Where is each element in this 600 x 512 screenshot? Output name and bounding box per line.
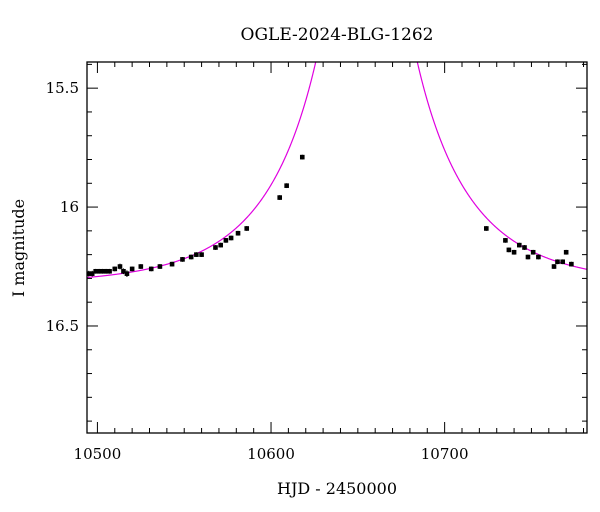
data-point xyxy=(194,252,199,257)
data-point xyxy=(89,271,95,276)
data-point xyxy=(96,268,102,274)
data-point xyxy=(522,245,527,250)
data-point xyxy=(228,235,234,241)
data-point xyxy=(103,268,109,274)
data-point xyxy=(117,264,123,269)
data-point xyxy=(157,264,163,269)
data-point xyxy=(569,261,574,267)
data-point xyxy=(213,245,218,250)
data-point xyxy=(555,259,560,265)
data-point xyxy=(223,238,229,243)
data-point xyxy=(100,268,105,274)
x-axis-label: HJD - 2450000 xyxy=(277,479,397,498)
y-tick-label: 16 xyxy=(60,198,79,216)
chart-title: OGLE-2024-BLG-1262 xyxy=(241,25,434,45)
y-axis-label: I magnitude xyxy=(9,199,28,297)
y-tick-label: 15.5 xyxy=(46,79,79,97)
data-point xyxy=(511,249,517,255)
data-point xyxy=(563,249,569,255)
data-point xyxy=(277,195,283,200)
data-point xyxy=(129,266,135,272)
x-tick-label: 10500 xyxy=(74,445,122,463)
data-point xyxy=(124,271,130,276)
data-point xyxy=(148,266,154,272)
data-point xyxy=(551,264,557,269)
data-point xyxy=(93,268,98,274)
data-point xyxy=(121,268,126,274)
data-point xyxy=(199,252,204,257)
data-point xyxy=(516,242,522,248)
data-point xyxy=(244,226,250,231)
data-point xyxy=(530,249,536,255)
data-point xyxy=(284,183,289,188)
data-point xyxy=(506,247,512,253)
plot-area xyxy=(87,62,587,279)
data-point xyxy=(138,264,144,269)
axis-ticks: 10500 10600 10700 15.5 16 16.5 xyxy=(46,62,587,463)
data-point xyxy=(503,238,508,243)
data-point xyxy=(525,254,531,260)
x-tick-label: 10700 xyxy=(421,445,469,463)
data-point xyxy=(188,254,194,260)
data-point xyxy=(218,242,223,248)
data-point xyxy=(536,254,541,260)
data-point xyxy=(560,259,565,265)
data-point xyxy=(107,268,112,274)
x-tick-label: 10600 xyxy=(247,445,295,463)
data-point xyxy=(180,257,185,262)
data-point xyxy=(169,261,175,267)
data-point xyxy=(235,230,241,236)
data-point xyxy=(87,271,92,276)
data-point xyxy=(112,266,118,272)
plot-frame xyxy=(86,61,588,434)
y-tick-label: 16.5 xyxy=(46,317,79,335)
data-point xyxy=(484,226,489,231)
data-point xyxy=(299,154,305,160)
